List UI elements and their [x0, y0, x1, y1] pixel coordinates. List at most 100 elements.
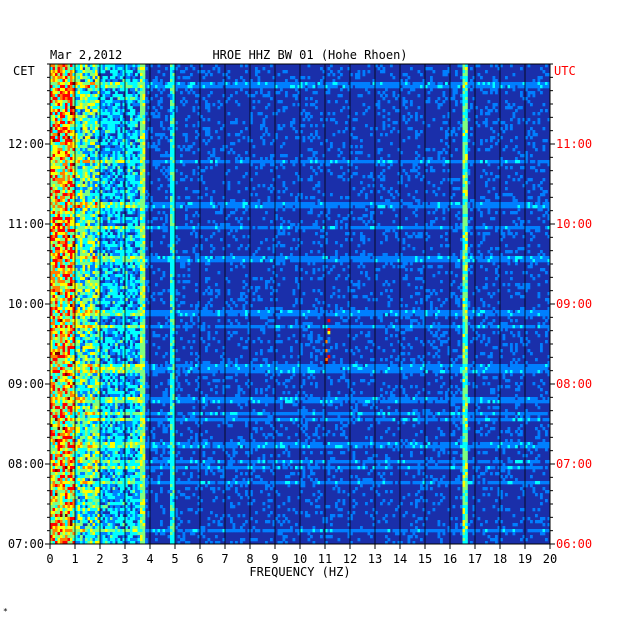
spectrogram-cell [62, 115, 66, 119]
spectrogram-cell [457, 217, 461, 221]
spectrogram-cell [95, 73, 98, 77]
spectrogram-cell [465, 139, 468, 143]
spectrogram-cell [62, 145, 66, 149]
spectrogram-cell [530, 154, 533, 158]
spectrogram-cell [340, 244, 343, 248]
spectrogram-cell [50, 121, 53, 125]
spectrogram-cell [462, 115, 466, 119]
spectrogram-cell [485, 106, 488, 110]
spectrogram-cell [282, 166, 286, 170]
spectrogram-cell [530, 232, 533, 236]
spectrogram-cell [55, 166, 58, 170]
spectrogram-cell [460, 223, 463, 227]
spectrogram-cell [192, 229, 196, 233]
spectrogram-cell [197, 253, 201, 257]
spectrogram-cell [52, 151, 56, 155]
spectrogram-cell [107, 190, 111, 194]
spectrogram-cell [310, 250, 313, 254]
spectrogram-cell [385, 235, 388, 239]
spectrogram-cell [227, 85, 231, 89]
spectrogram-cell [280, 145, 283, 149]
spectrogram-cell [442, 202, 446, 206]
spectrogram-cell [82, 157, 86, 161]
spectrogram-cell [95, 121, 98, 125]
spectrogram-cell [60, 82, 63, 86]
spectrogram-cell [377, 100, 381, 104]
spectrogram-cell [452, 97, 456, 101]
spectrogram-cell [162, 160, 166, 164]
spectrogram-cell [70, 145, 73, 149]
spectrogram-cell [180, 178, 183, 182]
spectrogram-cell [260, 157, 263, 161]
spectrogram-cell [220, 256, 223, 260]
spectrogram-cell [105, 184, 108, 188]
spectrogram-cell [207, 133, 211, 137]
spectrogram-cell [77, 199, 81, 203]
spectrogram-cell [530, 238, 533, 242]
spectrogram-cell [82, 256, 86, 260]
spectrogram-cell [467, 229, 471, 233]
spectrogram-cell [257, 112, 261, 116]
spectrogram-cell [82, 217, 86, 221]
spectrogram-cell [237, 103, 241, 107]
spectrogram-cell [57, 175, 61, 179]
spectrogram-cell [192, 160, 196, 164]
spectrogram-cell [362, 103, 366, 107]
spectrogram-cell [502, 235, 506, 239]
spectrogram-cell [52, 232, 56, 236]
spectrogram-cell [112, 253, 116, 257]
spectrogram-cell [75, 190, 78, 194]
spectrogram-cell [140, 103, 143, 107]
spectrogram-cell [180, 205, 183, 209]
spectrogram-cell [85, 154, 88, 158]
spectrogram-cell [207, 220, 211, 224]
spectrogram-cell [72, 166, 76, 170]
spectrogram-cell [227, 256, 231, 260]
spectrogram-cell [375, 163, 378, 167]
spectrogram-cell [132, 247, 136, 251]
spectrogram-cell [117, 64, 121, 68]
spectrogram-cell [157, 226, 161, 230]
spectrogram-cell [62, 133, 66, 137]
spectrogram-cell [105, 133, 108, 137]
spectrogram-cell [87, 247, 91, 251]
spectrogram-cell [145, 190, 148, 194]
spectrogram-cell [327, 82, 331, 86]
spectrogram-cell [447, 112, 451, 116]
spectrogram-cell [152, 160, 156, 164]
spectrogram-cell [260, 166, 263, 170]
spectrogram-cell [140, 202, 143, 206]
spectrogram-cell [322, 202, 326, 206]
spectrogram-cell [85, 118, 88, 122]
spectrogram-cell [50, 88, 53, 92]
spectrogram-cell [480, 82, 483, 86]
spectrogram-cell [70, 127, 73, 131]
spectrogram-cell [487, 148, 491, 152]
spectrogram-cell [142, 100, 146, 104]
spectrogram-cell [462, 106, 466, 110]
spectrogram-cell [142, 238, 146, 242]
spectrogram-cell [65, 148, 68, 152]
spectrogram-cell [512, 226, 516, 230]
spectrogram-cell [65, 79, 68, 83]
spectrogram-cell [410, 235, 413, 239]
spectrogram-cell [70, 82, 73, 86]
spectrogram-cell [460, 100, 463, 104]
spectrogram-cell [105, 205, 108, 209]
spectrogram-cell [55, 67, 58, 71]
spectrogram-cell [105, 256, 108, 260]
spectrogram-cell [450, 178, 453, 182]
spectrogram-cell [277, 256, 281, 260]
spectrogram-cell [80, 250, 83, 254]
spectrogram-cell [67, 223, 71, 227]
spectrogram-cell [137, 208, 141, 212]
spectrogram-cell [75, 226, 78, 230]
spectrogram-cell [65, 157, 68, 161]
spectrogram-cell [77, 124, 81, 128]
spectrogram-cell [487, 205, 491, 209]
spectrogram-cell [485, 199, 488, 203]
spectrogram-cell [462, 163, 466, 167]
spectrogram-cell [80, 175, 83, 179]
spectrogram-cell [77, 193, 81, 197]
spectrogram-cell [110, 142, 113, 146]
